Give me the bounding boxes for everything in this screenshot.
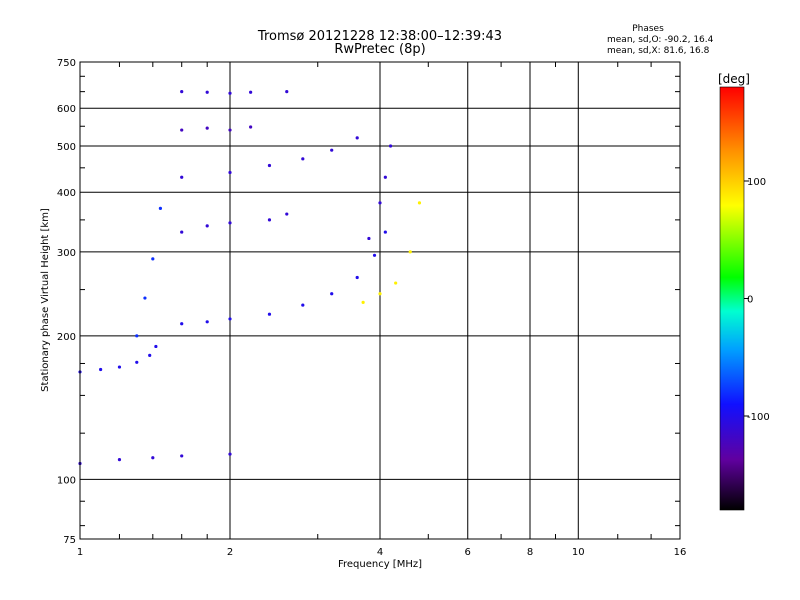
- trace-point: [117, 458, 122, 462]
- trace-point: [205, 90, 209, 94]
- trace-point: [249, 125, 253, 129]
- trace-point: [285, 90, 289, 94]
- trace-point: [205, 320, 209, 324]
- trace-point: [378, 201, 382, 205]
- trace-point: [180, 322, 184, 326]
- x-tick-label: 6: [465, 547, 471, 558]
- y-tick-label: 600: [57, 104, 76, 115]
- trace-point: [355, 136, 359, 140]
- x-tick-label: 2: [227, 547, 233, 558]
- trace-point: [355, 275, 359, 280]
- phase-stats-o: mean, sd,O: -90.2, 16.4: [607, 35, 714, 45]
- trace-point: [205, 126, 209, 130]
- trace-point: [228, 170, 232, 175]
- colorbar-ticks: -100 0 100: [744, 177, 770, 423]
- x-tick-label: 4: [377, 547, 383, 558]
- x-tick-label: 10: [572, 547, 585, 558]
- trace-point: [267, 312, 272, 316]
- colorbar-tick-label: -100: [747, 412, 770, 423]
- colorbar-label: [deg]: [718, 72, 750, 86]
- y-axis-label: Stationary phase Virtual Height [km]: [40, 208, 51, 392]
- y-tick-label: 500: [57, 142, 76, 153]
- trace-point: [180, 128, 184, 132]
- trace-point: [117, 365, 122, 369]
- trace-point: [154, 344, 158, 349]
- chart-title: Tromsø 20121228 12:38:00–12:39:43: [257, 29, 502, 44]
- trace-point: [388, 144, 393, 148]
- scatter-points: [78, 90, 422, 466]
- trace-point: [367, 236, 371, 241]
- x-tick-label: 8: [527, 547, 533, 558]
- trace-point: [228, 128, 232, 132]
- x-axis-ticks: 1 2 4 6 8 10 16: [77, 547, 687, 558]
- y-tick-label: 100: [57, 475, 76, 486]
- trace-point: [228, 317, 232, 321]
- y-tick-label: 300: [57, 248, 76, 259]
- trace-point: [267, 163, 272, 168]
- trace-point: [378, 292, 382, 296]
- y-tick-label: 200: [57, 332, 76, 343]
- trace-point: [383, 175, 387, 179]
- y-tick-label: 75: [63, 535, 76, 546]
- trace-point: [158, 206, 163, 210]
- colorbar-tick-label: 0: [747, 295, 753, 306]
- x-tick-label: 16: [674, 547, 687, 558]
- trace-point: [361, 300, 365, 305]
- colorbar-tick-label: 100: [747, 177, 766, 188]
- trace-point: [372, 253, 377, 257]
- trace-point: [417, 201, 422, 205]
- trace-point: [330, 148, 334, 152]
- y-tick-label: 400: [57, 188, 76, 199]
- phase-stats-heading: Phases: [632, 24, 664, 34]
- trace-point: [99, 367, 103, 372]
- trace-point: [228, 452, 232, 456]
- trace-point: [228, 221, 232, 225]
- trace-point: [151, 456, 155, 460]
- trace-point: [249, 90, 253, 94]
- y-tick-label: 750: [57, 58, 76, 69]
- chart-subtitle: RwPretec (8p): [334, 42, 425, 57]
- trace-point: [180, 90, 184, 94]
- trace-point: [285, 212, 289, 216]
- plot-frame: [79, 61, 681, 540]
- trace-point: [180, 230, 184, 234]
- trace-point: [135, 334, 139, 338]
- trace-point: [383, 230, 387, 234]
- trace-point: [143, 296, 147, 300]
- trace-point: [228, 91, 232, 95]
- x-axis-label: Frequency [MHz]: [338, 559, 422, 570]
- colorbar: [719, 86, 745, 511]
- trace-point: [301, 303, 305, 307]
- trace-point: [205, 224, 209, 228]
- trace-point: [267, 218, 272, 222]
- trace-point: [151, 257, 155, 261]
- trace-point: [408, 250, 412, 254]
- trace-point: [330, 292, 334, 296]
- grid-lines: [80, 62, 680, 539]
- trace-point: [148, 353, 152, 357]
- phase-stats-x: mean, sd,X: 81.6, 16.8: [607, 46, 710, 56]
- trace-point: [301, 157, 305, 161]
- x-tick-label: 1: [77, 547, 83, 558]
- y-axis-ticks: 75 100 200 300 400 500 600 750: [57, 58, 76, 546]
- trace-point: [180, 454, 184, 458]
- trace-point: [394, 281, 398, 285]
- trace-point: [135, 360, 139, 364]
- trace-point: [180, 175, 184, 179]
